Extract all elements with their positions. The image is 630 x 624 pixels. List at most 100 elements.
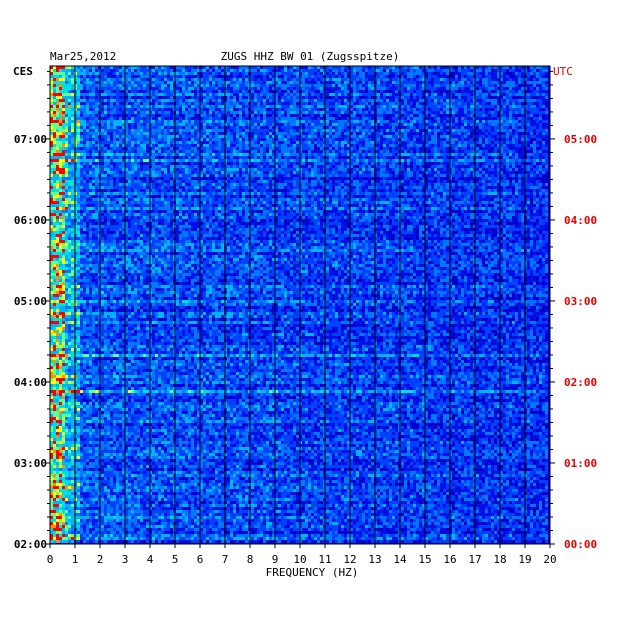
spectrogram-cell	[302, 96, 305, 99]
spectrogram-cell	[503, 129, 506, 132]
spectrogram-cell	[215, 132, 218, 135]
spectrogram-cell	[431, 138, 434, 141]
spectrogram-cell	[104, 132, 107, 135]
spectrogram-cell	[467, 144, 470, 147]
spectrogram-cell	[266, 144, 269, 147]
spectrogram-cell	[503, 72, 506, 75]
spectrogram-cell	[266, 72, 269, 75]
spectrogram-cell	[209, 156, 212, 159]
spectrogram-cell	[326, 144, 329, 147]
spectrogram-cell	[536, 78, 539, 81]
spectrogram-cell	[479, 84, 482, 87]
spectrogram-cell	[533, 105, 536, 108]
spectrogram-cell	[206, 78, 209, 81]
spectrogram-cell	[353, 129, 356, 132]
spectrogram-cell	[293, 138, 296, 141]
spectrogram-cell	[92, 132, 95, 135]
spectrogram-cell	[287, 117, 290, 120]
spectrogram-cell	[92, 159, 95, 162]
spectrogram-cell	[419, 141, 422, 144]
spectrogram-cell	[152, 159, 155, 162]
spectrogram-cell	[353, 159, 356, 162]
spectrogram-cell	[488, 87, 491, 90]
spectrogram-cell	[131, 150, 134, 153]
spectrogram-cell	[395, 120, 398, 123]
spectrogram-cell	[296, 75, 299, 78]
spectrogram-cell	[218, 102, 221, 105]
spectrogram-cell	[86, 81, 89, 84]
spectrogram-cell	[353, 141, 356, 144]
spectrogram-cell	[56, 147, 59, 150]
spectrogram-cell	[227, 72, 230, 75]
spectrogram-cell	[329, 84, 332, 87]
spectrogram-cell	[506, 117, 509, 120]
spectrogram-cell	[407, 105, 410, 108]
spectrogram-cell	[152, 129, 155, 132]
spectrogram-cell	[212, 84, 215, 87]
spectrogram-cell	[302, 141, 305, 144]
spectrogram-cell	[62, 102, 65, 105]
spectrogram-cell	[182, 111, 185, 114]
spectrogram-cell	[371, 102, 374, 105]
spectrogram-cell	[440, 72, 443, 75]
spectrogram-cell	[503, 111, 506, 114]
spectrogram-cell	[365, 75, 368, 78]
spectrogram-cell	[485, 144, 488, 147]
spectrogram-cell	[83, 135, 86, 138]
spectrogram-cell	[392, 141, 395, 144]
spectrogram-cell	[305, 93, 308, 96]
spectrogram-cell	[206, 81, 209, 84]
spectrogram-cell	[467, 108, 470, 111]
spectrogram-cell	[92, 111, 95, 114]
spectrogram-cell	[143, 147, 146, 150]
spectrogram-cell	[206, 126, 209, 129]
spectrogram-cell	[302, 111, 305, 114]
spectrogram-cell	[164, 141, 167, 144]
spectrogram-cell	[521, 144, 524, 147]
spectrogram-cell	[530, 123, 533, 126]
spectrogram-cell	[311, 114, 314, 117]
spectrogram-cell	[104, 123, 107, 126]
spectrogram-cell	[365, 138, 368, 141]
spectrogram-cell	[392, 144, 395, 147]
spectrogram-cell	[212, 93, 215, 96]
spectrogram-cell	[530, 69, 533, 72]
spectrogram-cell	[305, 159, 308, 162]
spectrogram-cell	[89, 126, 92, 129]
spectrogram-cell	[170, 87, 173, 90]
spectrogram-cell	[89, 114, 92, 117]
spectrogram-cell	[281, 81, 284, 84]
spectrogram-cell	[434, 114, 437, 117]
spectrogram-cell	[227, 138, 230, 141]
spectrogram-cell	[209, 84, 212, 87]
spectrogram-cell	[59, 93, 62, 96]
spectrogram-cell	[239, 144, 242, 147]
spectrogram-cell	[485, 75, 488, 78]
spectrogram-cell	[404, 135, 407, 138]
spectrogram-cell	[488, 147, 491, 150]
spectrogram-cell	[413, 138, 416, 141]
spectrogram-cell	[485, 69, 488, 72]
spectrogram-cell	[116, 114, 119, 117]
spectrogram-cell	[254, 78, 257, 81]
spectrogram-cell	[392, 108, 395, 111]
spectrogram-cell	[245, 111, 248, 114]
spectrogram-cell	[92, 96, 95, 99]
spectrogram-cell	[302, 123, 305, 126]
spectrogram-cell	[104, 147, 107, 150]
spectrogram-cell	[134, 90, 137, 93]
spectrogram-cell	[440, 153, 443, 156]
spectrogram-cell	[413, 90, 416, 93]
spectrogram-cell	[68, 159, 71, 162]
spectrogram-cell	[263, 159, 266, 162]
spectrogram-cell	[242, 108, 245, 111]
spectrogram-cell	[182, 132, 185, 135]
spectrogram-cell	[509, 120, 512, 123]
spectrogram-cell	[290, 147, 293, 150]
spectrogram-cell	[236, 84, 239, 87]
spectrogram-cell	[452, 69, 455, 72]
spectrogram-cell	[467, 129, 470, 132]
spectrogram-cell	[80, 123, 83, 126]
spectrogram-cell	[392, 69, 395, 72]
spectrogram-cell	[59, 129, 62, 132]
